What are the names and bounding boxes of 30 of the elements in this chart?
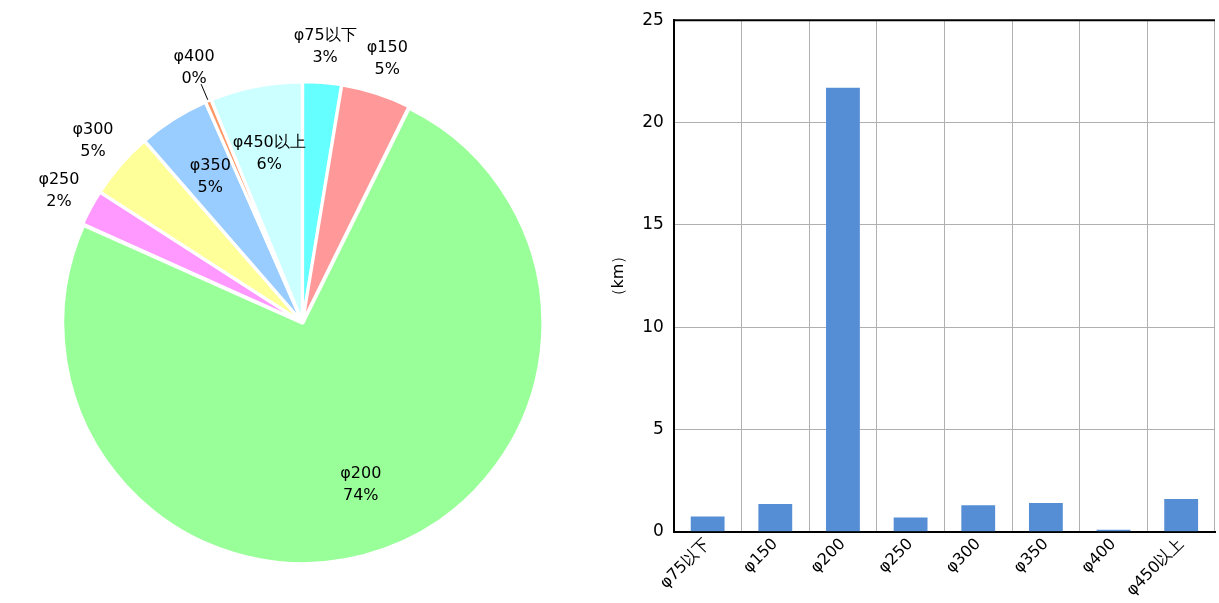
slice-label: φ350: [189, 155, 231, 175]
data-label: 3%: [312, 46, 338, 66]
data-label: 2%: [46, 190, 72, 210]
y-tick-label: 25: [642, 8, 664, 29]
slice-label: φ150: [366, 36, 408, 56]
data-label: 5%: [374, 58, 400, 78]
y-axis-title: （km）: [607, 247, 627, 305]
bar: [893, 517, 928, 532]
bar: [1164, 499, 1199, 532]
data-label: 5%: [80, 141, 106, 161]
y-tick-label: 20: [642, 110, 664, 131]
data-label: 5%: [197, 177, 223, 197]
y-tick-label: 5: [653, 417, 664, 438]
data-label: 0%: [181, 67, 207, 87]
y-tick-label: 0: [653, 520, 664, 541]
bar: [1028, 503, 1063, 532]
y-tick-label: 15: [642, 213, 664, 234]
y-tick-label: 10: [642, 315, 664, 336]
slice-label: φ200: [340, 462, 382, 482]
slice-label: φ400: [173, 45, 215, 65]
slice-label: φ450以上: [232, 131, 306, 151]
bar: [826, 87, 860, 532]
slice-label: φ75以下: [293, 24, 357, 44]
data-label: 74%: [343, 484, 379, 504]
data-label: 6%: [256, 153, 282, 173]
slice-label: φ250: [38, 168, 80, 188]
bar: [961, 505, 996, 532]
slice-label: φ300: [72, 119, 114, 139]
bar: [758, 504, 793, 532]
bar: [690, 516, 725, 532]
